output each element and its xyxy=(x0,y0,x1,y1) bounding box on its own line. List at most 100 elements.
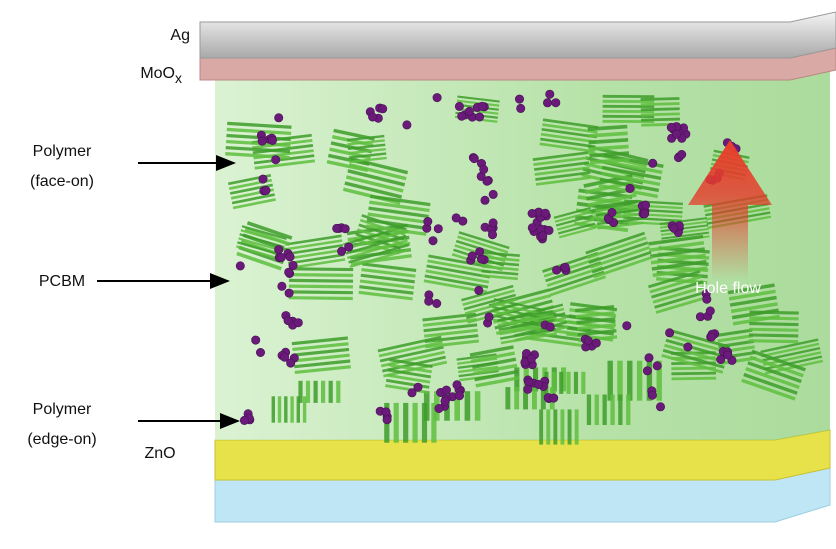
ag-layer xyxy=(200,12,836,58)
pcbm-molecule xyxy=(645,354,653,362)
polymer-chain xyxy=(475,391,481,421)
polymer-chain xyxy=(532,387,537,409)
pcbm-molecule xyxy=(672,130,680,138)
pcbm-molecule xyxy=(475,286,483,294)
pcbm-label: PCBM xyxy=(39,273,85,290)
pcbm-molecule xyxy=(275,245,283,253)
pcbm-molecule xyxy=(337,247,345,255)
pcbm-molecule xyxy=(465,107,473,115)
polymer-chain xyxy=(514,387,519,409)
pcbm-molecule xyxy=(543,99,551,107)
polymer-edge-on-label: (edge-on) xyxy=(27,431,96,448)
polymer-chain xyxy=(552,372,556,394)
pcbm-molecule xyxy=(408,389,416,397)
polymer-chain xyxy=(321,381,325,403)
pcbm-molecule xyxy=(429,237,437,245)
polymer-chain xyxy=(505,387,510,409)
polymer-chain xyxy=(465,391,471,421)
pcbm-molecule xyxy=(455,102,463,110)
polymer-chain xyxy=(413,403,418,443)
pcbm-molecule xyxy=(470,154,478,162)
pcbm-molecule xyxy=(550,394,558,402)
polymer-chain xyxy=(574,372,578,394)
pcbm-molecule xyxy=(524,385,532,393)
moox-base: MoO xyxy=(140,65,175,82)
pcbm-molecule xyxy=(475,113,483,121)
zno-label: ZnO xyxy=(144,445,175,462)
pcbm-molecule xyxy=(608,208,616,216)
polymer-chain xyxy=(567,372,571,394)
pcbm-molecule xyxy=(259,175,267,183)
polymer-chain xyxy=(303,396,306,422)
polymer-chain xyxy=(637,361,642,401)
pcbm-molecule xyxy=(483,177,491,185)
moox-label: MoOx xyxy=(140,65,182,86)
pcbm-molecule xyxy=(425,297,433,305)
polymer-chain xyxy=(581,372,585,394)
polymer-face-on-label: (face-on) xyxy=(30,173,94,190)
pcbm-molecule xyxy=(724,351,732,359)
pcbm-molecule xyxy=(480,165,488,173)
pcbm-molecule xyxy=(643,367,651,375)
pcbm-molecule xyxy=(289,261,297,269)
pcbm-molecule xyxy=(534,380,542,388)
polymer-chain xyxy=(272,396,275,422)
polymer-chain xyxy=(329,381,333,403)
pcbm-molecule xyxy=(333,224,341,232)
pcbm-molecule xyxy=(648,391,656,399)
pcbm-molecule xyxy=(268,136,276,144)
polymer-face-on-label: Polymer xyxy=(33,143,92,160)
pcbm-molecule xyxy=(294,319,302,327)
polymer-chain xyxy=(626,395,630,426)
pcbm-molecule xyxy=(252,336,260,344)
pcbm-molecule xyxy=(433,299,441,307)
polymer-chain xyxy=(394,403,399,443)
pcbm-molecule xyxy=(489,219,497,227)
pcbm-molecule xyxy=(653,362,661,370)
pcbm-molecule xyxy=(278,282,286,290)
pcbm-molecule xyxy=(453,381,461,389)
polymer-chain xyxy=(422,403,427,443)
pcbm-molecule xyxy=(277,253,285,261)
polymer-chain xyxy=(298,381,302,403)
pcbm-molecule xyxy=(641,201,649,209)
pcbm-molecule xyxy=(539,232,547,240)
pcbm-molecule xyxy=(656,403,664,411)
pcbm-molecule xyxy=(468,252,476,260)
pcbm-molecule xyxy=(272,156,280,164)
pcbm-molecule xyxy=(552,99,560,107)
pcbm-molecule xyxy=(458,112,466,120)
polymer-chain xyxy=(314,381,318,403)
pcbm-molecule xyxy=(275,114,283,122)
polymer-chain xyxy=(603,95,655,98)
polymer-chain xyxy=(603,395,607,426)
pcbm-molecule xyxy=(552,266,560,274)
pcbm-molecule xyxy=(489,190,497,198)
pcbm-molecule xyxy=(368,113,376,121)
hole-flow-label: Hole flow xyxy=(695,280,761,297)
polymer-chain xyxy=(553,409,557,444)
pcbm-molecule xyxy=(546,90,554,98)
pcbm-molecule xyxy=(441,397,449,405)
pcbm-molecule xyxy=(528,224,536,232)
pcbm-molecule xyxy=(455,392,463,400)
polymer-chain xyxy=(306,381,310,403)
pcbm-molecule xyxy=(592,339,600,347)
pcbm-molecule xyxy=(256,348,264,356)
pcbm-molecule xyxy=(707,333,715,341)
pcbm-molecule xyxy=(476,248,484,256)
pcbm-molecule xyxy=(665,329,673,337)
pcbm-molecule xyxy=(546,323,554,331)
polymer-chain xyxy=(403,403,408,443)
pcbm-molecule xyxy=(527,355,535,363)
pcbm-molecule xyxy=(561,263,569,271)
pcbm-molecule xyxy=(382,408,390,416)
device-diagram: Ag MoOx Polymer (face-on) PCBM Polymer (… xyxy=(0,0,836,549)
pcbm-molecule xyxy=(649,159,657,167)
pcbm-molecule xyxy=(670,224,678,232)
pcbm-molecule xyxy=(286,253,294,261)
pcbm-molecule xyxy=(667,123,675,131)
polymer-chain xyxy=(539,409,543,444)
pcbm-molecule xyxy=(485,313,493,321)
pcbm-molecule xyxy=(488,231,496,239)
